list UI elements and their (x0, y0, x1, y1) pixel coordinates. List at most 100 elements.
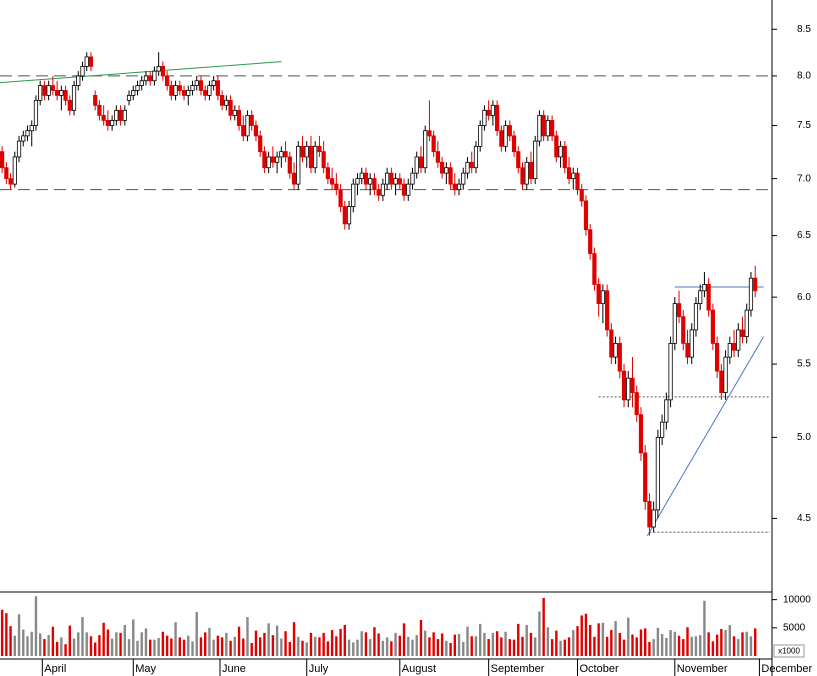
volume-bar (373, 627, 376, 656)
candle-body (325, 167, 330, 180)
volume-bar (356, 639, 359, 656)
candle-body (321, 151, 326, 169)
candle-body (160, 65, 165, 77)
volume-bar (715, 634, 719, 656)
volume-bar (292, 622, 296, 656)
volume-bar (254, 630, 258, 656)
candle-body (592, 253, 597, 285)
volume-bar (660, 634, 664, 656)
volume-tick-label: 10000 (783, 594, 811, 605)
candle-body (346, 206, 352, 225)
candle-body (156, 65, 161, 72)
volume-bar (411, 639, 414, 656)
volume-bar (102, 622, 105, 656)
volume-bar (5, 613, 8, 656)
candle-body (456, 183, 462, 191)
candle-body (393, 178, 398, 185)
candle-body (33, 99, 39, 126)
candle-body (605, 290, 610, 331)
volume-bar (98, 635, 101, 656)
volume-bar (720, 628, 723, 656)
volume-bar (280, 638, 283, 656)
volume-bar (483, 632, 486, 656)
volume-bar (132, 619, 135, 656)
candle-body (203, 90, 208, 96)
volume-bar (237, 626, 241, 656)
candle-body (423, 130, 428, 169)
volume-bar (525, 625, 528, 656)
candle-body (554, 135, 559, 158)
volume-bar (225, 632, 228, 656)
volume-bar (309, 632, 313, 656)
volume-bar (677, 635, 681, 656)
volume-bar (106, 629, 110, 656)
volume-bar (711, 641, 715, 656)
candle-body (660, 421, 665, 438)
volume-bar (394, 632, 397, 656)
volume-bar (187, 635, 190, 656)
volume-bar (512, 639, 516, 656)
volume-bar (550, 639, 554, 656)
volume-bar (360, 631, 363, 656)
volume-bar (698, 635, 702, 656)
volume-bar (220, 637, 224, 656)
volume-tick-label: 5000 (783, 622, 806, 633)
candle-body (638, 414, 644, 454)
candle-body (12, 156, 17, 185)
candle-body (740, 329, 745, 338)
volume-bar (440, 633, 444, 656)
volume-bar (495, 631, 499, 656)
candle-body (207, 85, 212, 96)
candle-body (249, 114, 254, 126)
candle-body (126, 94, 132, 101)
candle-body (524, 161, 529, 185)
volume-bar (144, 628, 148, 656)
volume-bar (170, 638, 173, 656)
candle-body (152, 70, 157, 82)
candle-body (38, 85, 43, 101)
volume-bar (605, 636, 609, 656)
candle-body (173, 85, 178, 96)
volume-bar (199, 637, 203, 656)
volume-bar (13, 635, 17, 656)
volume-bar (72, 638, 76, 656)
candle-body (25, 130, 30, 137)
volume-bar (301, 640, 304, 656)
candle-body (380, 183, 385, 196)
candle-body (148, 75, 153, 82)
candle-body (706, 284, 711, 311)
volume-bar (652, 639, 655, 656)
volume-bar (588, 625, 592, 656)
volume-bar (419, 619, 423, 656)
candle-body (516, 151, 521, 169)
volume-bar (665, 637, 668, 656)
candle-body (114, 109, 119, 121)
volume-bar (385, 637, 389, 656)
candle-body (279, 151, 284, 158)
candle-body (401, 183, 407, 196)
candle-body (465, 161, 470, 174)
candle-body (503, 125, 508, 147)
volume-bar (737, 639, 740, 656)
volume-bar (140, 632, 143, 656)
volume-bar (17, 614, 21, 656)
candle-body (435, 151, 440, 163)
x-tick-label: July (309, 663, 329, 675)
volume-bar (34, 596, 38, 656)
y-tick-label: 4.5 (797, 513, 811, 524)
candle-body (8, 178, 13, 185)
volume-bar (339, 628, 342, 656)
y-tick-label: 5.0 (797, 432, 811, 443)
candle-body (342, 206, 347, 225)
candle-body (664, 399, 669, 423)
volume-bar (85, 632, 88, 656)
y-tick-label: 7.5 (797, 120, 811, 131)
candle-body (431, 135, 436, 153)
volume-bar (89, 636, 93, 656)
candle-body (190, 85, 195, 91)
volume-bar (191, 641, 194, 656)
candle-body (469, 161, 474, 169)
candle-body (452, 183, 457, 191)
